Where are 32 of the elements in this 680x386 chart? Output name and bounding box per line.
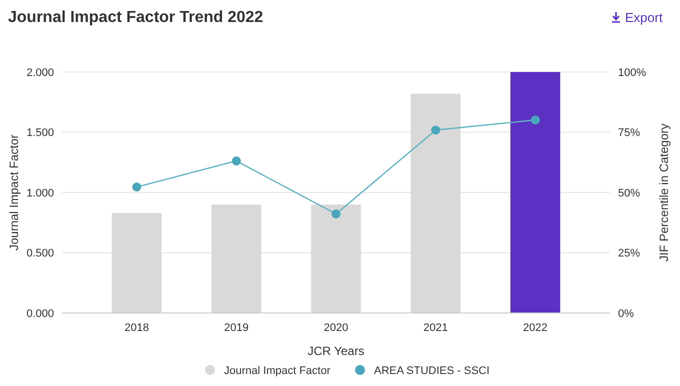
y-tick-label: 1.000: [26, 187, 54, 200]
text: Export: [625, 10, 663, 25]
y-tick-label: 1.500: [26, 127, 54, 140]
bar: [311, 204, 361, 313]
y2-tick-label: 100%: [618, 66, 646, 79]
point: [331, 209, 341, 218]
bar: [112, 212, 162, 313]
y2-axis-title: JIF Percentile in Category: [657, 123, 671, 262]
y2-tick-label: 25%: [618, 248, 640, 260]
y-tick-label: 0.000: [26, 308, 54, 320]
x-tick-label: 2018: [124, 322, 149, 334]
x-tick-label: 2019: [224, 322, 249, 334]
legend-label: AREA STUDIES - SSCI: [374, 365, 490, 377]
point: [530, 115, 540, 124]
x-tick-label: 2020: [324, 322, 348, 334]
y2-tick-label: 50%: [618, 187, 640, 200]
y-tick-label: 0.500: [26, 248, 54, 260]
bar: [510, 72, 560, 313]
y2-tick-label: 0%: [618, 308, 634, 320]
y2-tick-label: 75%: [618, 127, 640, 140]
legend-label: Journal Impact Factor: [224, 365, 331, 377]
bar: [211, 204, 262, 313]
point: [232, 156, 241, 166]
chart-title: Journal Impact Factor Trend 2022: [8, 9, 264, 26]
x-axis-title: JCR Years: [308, 344, 364, 358]
y-axis-title: Journal Impact Factor: [7, 134, 21, 251]
x-tick-label: 2021: [423, 322, 448, 334]
point: [132, 182, 142, 192]
bar: [410, 94, 461, 313]
point: [431, 126, 440, 135]
y-tick-label: 2.000: [26, 66, 54, 79]
x-tick-label: 2022: [523, 322, 548, 334]
